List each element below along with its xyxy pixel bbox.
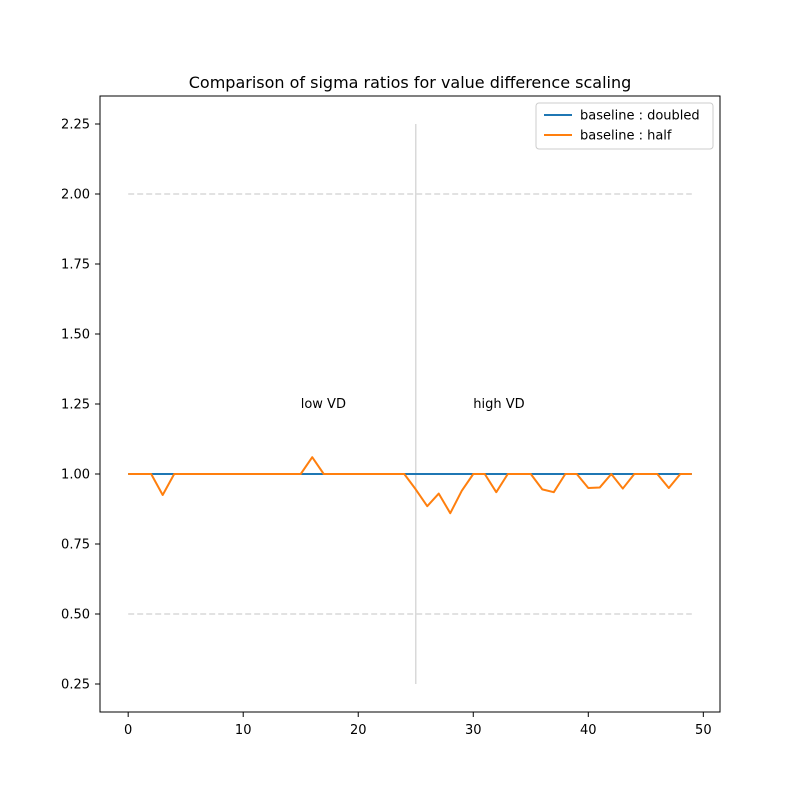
x-tick-label: 20 bbox=[350, 723, 367, 738]
reference-lines bbox=[128, 124, 692, 684]
y-tick-label: 1.75 bbox=[61, 258, 90, 273]
x-tick-label: 10 bbox=[235, 723, 252, 738]
annotations: low VD high VD bbox=[301, 397, 525, 412]
legend-label-baseline-doubled: baseline : doubled bbox=[580, 109, 700, 124]
y-tick-label: 1.00 bbox=[61, 468, 90, 483]
x-tick-label: 50 bbox=[695, 723, 712, 738]
series-line-baseline-half bbox=[128, 456, 692, 515]
legend: baseline : doubled baseline : half bbox=[535, 102, 714, 150]
y-tick-label: 1.50 bbox=[61, 328, 90, 343]
y-tick-label: 1.25 bbox=[61, 398, 90, 413]
chart-title: Comparison of sigma ratios for value dif… bbox=[189, 73, 632, 92]
x-axis: 0 10 20 30 40 50 bbox=[124, 712, 712, 738]
annotation-label: high VD bbox=[473, 397, 524, 412]
x-tick-label: 0 bbox=[124, 723, 132, 738]
y-axis: 0.25 0.50 0.75 1.00 1.25 1.50 1.75 2.00 2.25 bbox=[61, 118, 100, 693]
annotation-label: low VD bbox=[301, 397, 346, 412]
plot-area-frame bbox=[99, 95, 721, 713]
y-tick-label: 0.25 bbox=[61, 678, 90, 693]
y-tick-label: 0.75 bbox=[61, 538, 90, 553]
x-tick-label: 30 bbox=[465, 723, 482, 738]
y-tick-label: 0.50 bbox=[61, 608, 90, 623]
x-tick-label: 40 bbox=[580, 723, 597, 738]
legend-label-baseline-half: baseline : half bbox=[580, 129, 672, 144]
legend-box bbox=[535, 102, 714, 150]
series-lines bbox=[128, 456, 692, 515]
y-tick-label: 2.25 bbox=[61, 118, 90, 133]
y-tick-label: 2.00 bbox=[61, 188, 90, 203]
